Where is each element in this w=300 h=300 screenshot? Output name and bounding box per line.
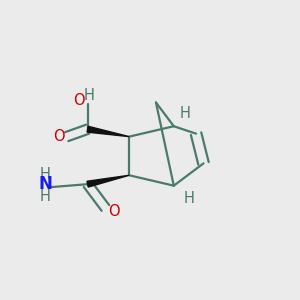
Text: N: N [38,175,52,193]
Text: O: O [52,129,64,144]
Text: O: O [108,204,120,219]
Text: H: H [184,191,195,206]
Polygon shape [87,175,129,187]
Polygon shape [87,126,129,136]
Text: H: H [180,106,190,121]
Text: H: H [84,88,94,103]
Text: H: H [40,190,50,205]
Text: O: O [73,94,85,109]
Text: H: H [40,167,50,182]
